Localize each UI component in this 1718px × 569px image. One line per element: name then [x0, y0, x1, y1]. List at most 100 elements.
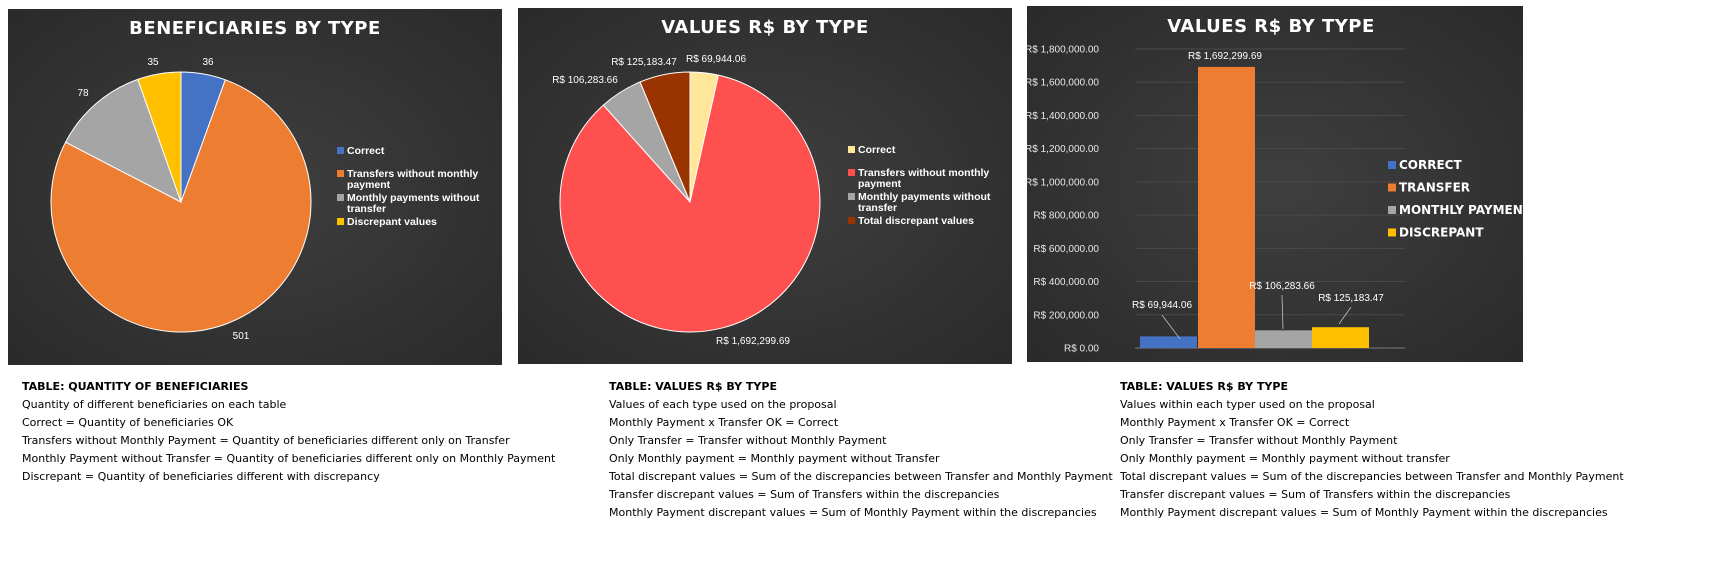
pie-slice-transfers-without-monthly-payment — [50, 79, 312, 333]
pie-slice-transfers-without-monthly-payment — [559, 74, 821, 333]
notes-title: TABLE: VALUES R$ BY TYPE — [1120, 380, 1288, 393]
y-tick-label: R$ 1,000,000.00 — [1027, 177, 1099, 188]
values-pie-chart: VALUES R$ BY TYPE R$ 69,944.06 R$ 1,692,2… — [552, 17, 991, 347]
data-label-correct: R$ 69,944.06 — [686, 54, 746, 65]
legend-swatch — [848, 169, 855, 176]
values-bar-panel: VALUES R$ BY TYPE R$ 0.00 R$ 200,000.00 R$… — [1027, 6, 1523, 362]
bar-correct — [1140, 336, 1197, 348]
legend-label: CORRECT — [1399, 158, 1462, 172]
notes-title: TABLE: QUANTITY OF BENEFICIARIES — [22, 380, 249, 393]
chart-title: BENEFICIARIES BY TYPE — [129, 18, 381, 39]
pie-slice-monthly-payments-without-transfer — [64, 78, 182, 204]
legend-item-correct: Correct — [337, 145, 385, 157]
values-pie-panel: VALUES R$ BY TYPE R$ 69,944.06 R$ 1,692,2… — [518, 8, 1012, 364]
legend-label: Correct — [347, 145, 385, 157]
legend-swatch — [848, 217, 855, 224]
data-label-monthly-payment: R$ 106,283.66 — [1249, 281, 1315, 292]
data-label-transfer: R$ 1,692,299.69 — [1188, 51, 1262, 62]
notes-line: Only Transfer = Transfer without Monthly… — [1120, 434, 1398, 447]
bar-monthly-payment — [1255, 330, 1312, 348]
notes-line: Only Monthly payment = Monthly payment w… — [1120, 452, 1450, 465]
notes-line: Transfers without Monthly Payment = Quan… — [22, 434, 510, 447]
leader-line — [1338, 306, 1352, 325]
legend-swatch — [1388, 161, 1396, 169]
notes-line: Total discrepant values = Sum of the dis… — [609, 470, 1113, 483]
y-tick-label: R$ 400,000.00 — [1033, 277, 1099, 288]
y-tick-label: R$ 200,000.00 — [1033, 310, 1099, 321]
legend-label: payment — [347, 179, 391, 191]
data-label-transfers-without-monthly-payment: R$ 1,692,299.69 — [716, 336, 790, 347]
legend-swatch — [337, 218, 344, 225]
chart-title: VALUES R$ BY TYPE — [661, 17, 869, 38]
bar-transfer — [1198, 66, 1255, 349]
notes-line: Total discrepant values = Sum of the dis… — [1120, 470, 1624, 483]
y-tick-label: R$ 800,000.00 — [1033, 211, 1099, 222]
y-tick-label: R$ 600,000.00 — [1033, 244, 1099, 255]
notes-beneficiaries: TABLE: QUANTITY OF BENEFICIARIES Quantity… — [22, 378, 555, 486]
legend-swatch — [1388, 228, 1396, 237]
notes-line: Quantity of different beneficiaries on e… — [22, 398, 287, 411]
legend-label: MONTHLY PAYMENT — [1399, 203, 1523, 217]
pie-slice-total-discrepant-values — [639, 71, 691, 203]
legend-label: Transfers without monthly — [347, 168, 478, 180]
leader-line — [1161, 314, 1181, 340]
notes-line: Only Transfer = Transfer without Monthly… — [609, 434, 887, 447]
notes-line: Discrepant = Quantity of beneficiaries d… — [22, 470, 380, 483]
notes-line: Values within each typer used on the pro… — [1120, 398, 1375, 411]
legend-label: transfer — [347, 203, 386, 215]
legend-swatch — [337, 194, 344, 201]
y-tick-label: R$ 0.00 — [1064, 344, 1099, 355]
legend-label: Monthly payments without — [858, 191, 991, 203]
data-label-discrepant-values: 35 — [147, 57, 159, 68]
legend-swatch — [848, 193, 855, 200]
bar-discrepant — [1312, 327, 1369, 348]
data-label-correct: 36 — [202, 57, 214, 68]
notes-line: Correct = Quantity of beneficiaries OK — [22, 416, 234, 429]
data-label-discrepant: R$ 125,183.47 — [1318, 293, 1384, 304]
data-label-monthly-payments-without-transfer: R$ 106,283.66 — [552, 75, 618, 86]
notes-line: Monthly Payment discrepant values = Sum … — [609, 506, 1097, 519]
legend-label: DISCREPANT — [1399, 226, 1484, 240]
notes-line: Transfer discrepant values = Sum of Tran… — [1120, 488, 1511, 501]
leader-line — [1281, 294, 1284, 330]
data-label-transfers-without-monthly-payment: 501 — [233, 331, 250, 342]
legend-label: TRANSFER — [1399, 181, 1470, 195]
legend-swatch — [337, 170, 344, 177]
legend-label: Correct — [858, 144, 896, 156]
values-bar-chart: VALUES R$ BY TYPE R$ 0.00 R$ 200,000.00 R$… — [1027, 16, 1523, 355]
notes-line: Monthly Payment without Transfer = Quant… — [22, 452, 556, 465]
pie-slice-discrepant-values — [137, 71, 182, 203]
legend-item-correct: CORRECT — [1388, 158, 1462, 172]
legend-label: Monthly payments without — [347, 192, 480, 204]
legend-label: payment — [858, 178, 902, 190]
legend-item-total-discrepant-values: Total discrepant values — [848, 215, 974, 227]
legend-item-transfer: TRANSFER — [1388, 181, 1470, 195]
data-label-monthly-payments-without-transfer: 78 — [77, 88, 89, 99]
notes-values-bar: TABLE: VALUES R$ BY TYPE Values within ea… — [1120, 378, 1624, 522]
legend-swatch — [1388, 206, 1396, 214]
legend-item-monthly-payment: MONTHLY PAYMENT — [1388, 203, 1523, 217]
legend-label: transfer — [858, 202, 897, 214]
notes-line: Monthly Payment x Transfer OK = Correct — [1120, 416, 1350, 429]
notes-line: Only Monthly payment = Monthly payment w… — [609, 452, 940, 465]
notes-line: Values of each type used on the proposal — [609, 398, 837, 411]
y-tick-label: R$ 1,800,000.00 — [1027, 45, 1099, 56]
legend-swatch — [337, 147, 344, 154]
legend-item-correct: Correct — [848, 144, 896, 156]
legend-label: Transfers without monthly — [858, 167, 989, 179]
notes-line: Transfer discrepant values = Sum of Tran… — [609, 488, 1000, 501]
data-label-correct: R$ 69,944.06 — [1132, 300, 1192, 311]
y-tick-label: R$ 1,400,000.00 — [1027, 111, 1099, 122]
chart-title: VALUES R$ BY TYPE — [1167, 16, 1375, 37]
beneficiaries-pie-panel: BENEFICIARIES BY TYPE 36 501 78 35 Correct T… — [8, 9, 502, 365]
beneficiaries-pie-chart: BENEFICIARIES BY TYPE 36 501 78 35 Correct T… — [50, 18, 480, 342]
y-tick-label: R$ 1,600,000.00 — [1027, 78, 1099, 89]
legend-swatch — [848, 146, 855, 153]
legend-label: Total discrepant values — [858, 215, 974, 227]
notes-values-pie: TABLE: VALUES R$ BY TYPE Values of each t… — [609, 378, 1113, 522]
notes-line: Monthly Payment x Transfer OK = Correct — [609, 416, 839, 429]
